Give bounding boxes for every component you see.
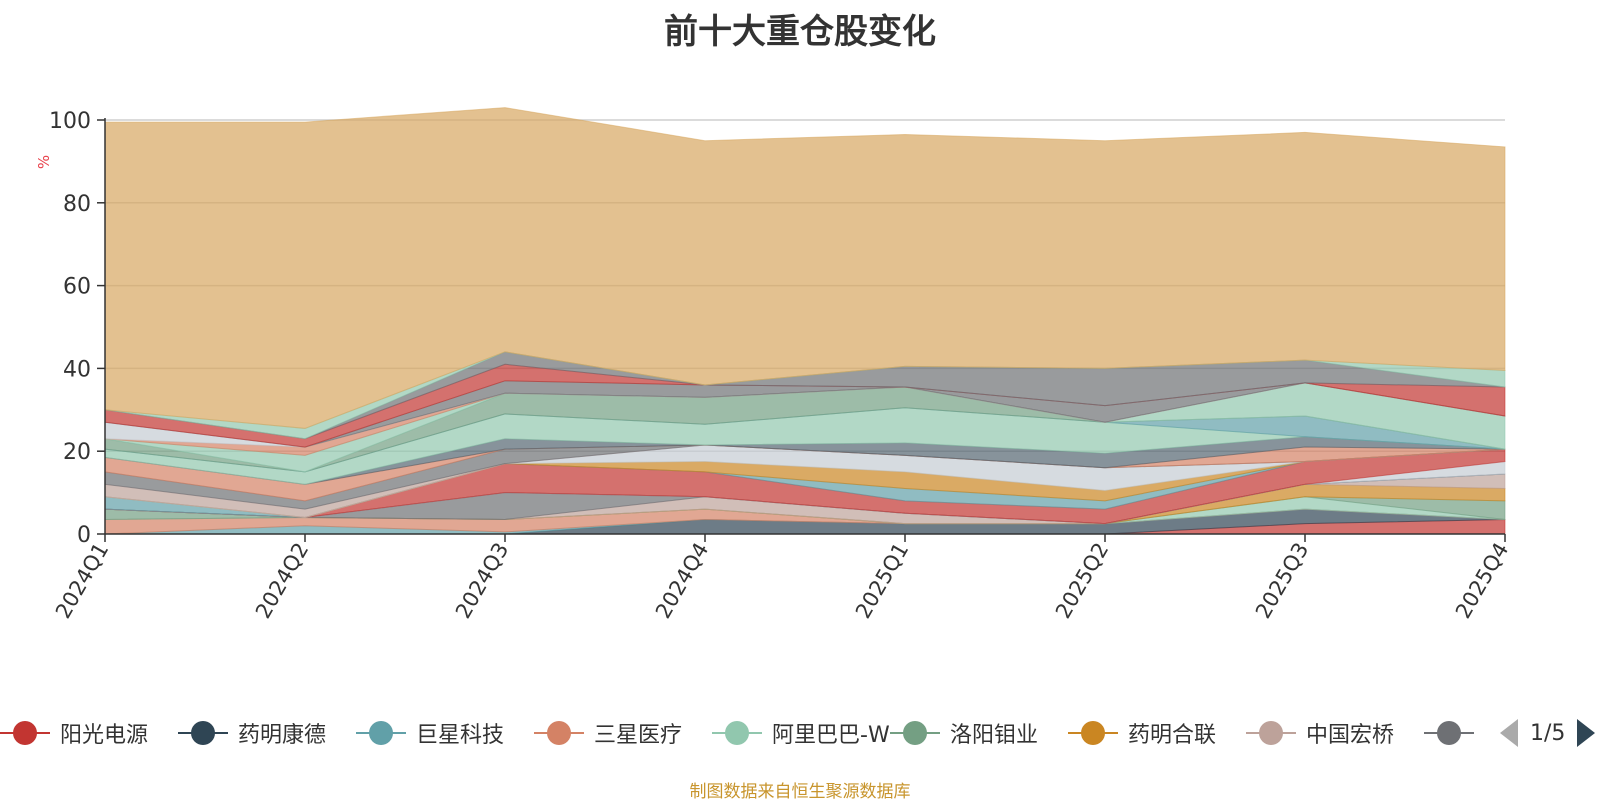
- y-tick-label-2: 40: [63, 357, 91, 382]
- y-tick-label-5: 100: [49, 109, 91, 134]
- legend-swatch-icon: [890, 716, 940, 750]
- legend-label: 药明康德: [238, 723, 327, 748]
- legend-swatch-icon: [178, 716, 228, 750]
- x-tick-label-0: 2024Q1: [51, 539, 113, 623]
- legend-item-0[interactable]: 阳光电源: [0, 716, 148, 750]
- legend-page-indicator: 1/5: [1530, 720, 1566, 746]
- x-tick-label-4: 2025Q1: [851, 539, 913, 623]
- legend-pager: 1/5: [1500, 716, 1596, 750]
- x-tick-label-2: 2024Q3: [451, 539, 513, 623]
- legend-item-4[interactable]: 阿里巴巴-W: [712, 716, 890, 750]
- y-tick-label-0: 0: [77, 523, 91, 548]
- y-tick-label-4: 80: [63, 192, 91, 217]
- x-tick-label-6: 2025Q3: [1251, 539, 1313, 623]
- legend-item-partial[interactable]: [1424, 716, 1476, 750]
- legend-item-5[interactable]: 洛阳钼业: [890, 716, 1038, 750]
- legend-item-3[interactable]: 三星医疗: [534, 716, 682, 750]
- legend-label: 洛阳钼业: [950, 723, 1039, 748]
- legend-item-6[interactable]: 药明合联: [1068, 716, 1216, 750]
- legend-label: 三星医疗: [594, 723, 683, 748]
- legend-next-arrow-icon[interactable]: [1577, 719, 1596, 747]
- legend-swatch-icon: [1068, 716, 1118, 750]
- area-series-29: [104, 107, 1506, 429]
- y-tick-label-1: 20: [63, 440, 91, 465]
- legend-swatch-icon: [0, 716, 50, 750]
- legend-prev-arrow-icon[interactable]: [1500, 719, 1518, 747]
- area-series: [104, 107, 1506, 535]
- legend-swatch-icon: [1424, 716, 1474, 750]
- x-tick-label-1: 2024Q2: [251, 539, 313, 623]
- chart-title: 前十大重仓股变化: [664, 12, 936, 52]
- legend-item-7[interactable]: 中国宏桥: [1246, 716, 1394, 750]
- legend-item-2[interactable]: 巨星科技: [356, 716, 504, 750]
- x-tick-label-7: 2025Q4: [1451, 539, 1513, 623]
- data-source-note: 制图数据来自恒生聚源数据库: [689, 782, 911, 802]
- x-tick-label-3: 2024Q4: [651, 539, 713, 623]
- legend-item-1[interactable]: 药明康德: [178, 716, 326, 750]
- legend-label: 阳光电源: [60, 723, 149, 748]
- legend-swatch-icon: [1246, 716, 1296, 750]
- legend-label: 中国宏桥: [1306, 723, 1395, 748]
- legend-label: 巨星科技: [416, 723, 505, 748]
- y-tick-label-3: 60: [63, 275, 91, 300]
- legend-swatch-icon: [534, 716, 584, 750]
- legend-swatch-icon: [712, 716, 762, 750]
- y-axis-label: %: [35, 155, 53, 169]
- x-tick-label-5: 2025Q2: [1051, 539, 1113, 623]
- legend-label: 阿里巴巴-W: [772, 723, 890, 748]
- legend-label: 药明合联: [1128, 723, 1217, 748]
- legend: 阳光电源 药明康德 巨星科技 三星医疗 阿里巴巴-W 洛阳钼业 药明合联 中国宏桥 1/5: [0, 716, 1600, 750]
- legend-swatch-icon: [356, 716, 406, 750]
